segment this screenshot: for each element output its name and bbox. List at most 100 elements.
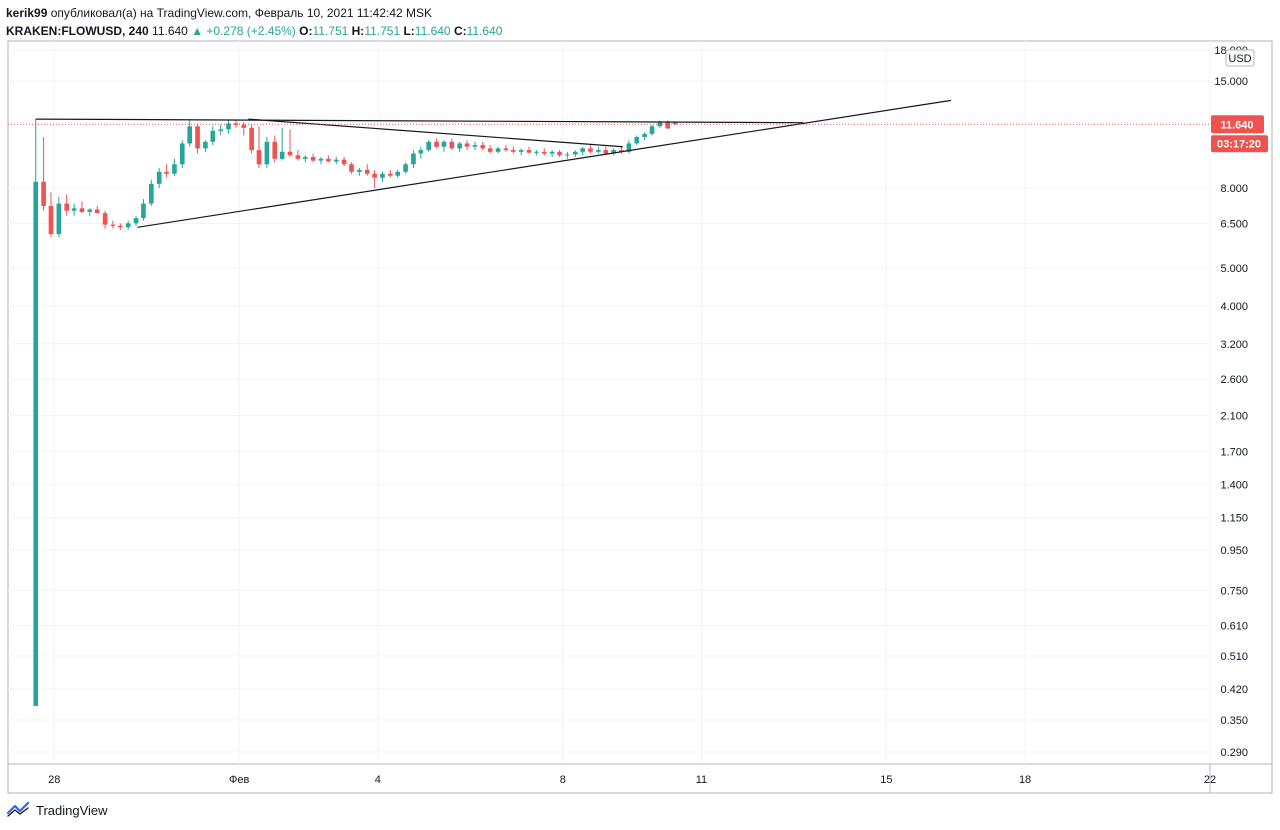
candle-body: [141, 203, 146, 219]
candle-body: [94, 209, 100, 214]
candle: [94, 205, 100, 214]
candle-body: [210, 130, 216, 142]
candle: [71, 203, 77, 216]
candle: [33, 119, 39, 706]
candle-body: [626, 143, 632, 152]
chart-frame: [7, 40, 1273, 794]
currency-label: USD: [1228, 53, 1251, 65]
descending-line: [248, 118, 623, 148]
candle: [380, 171, 385, 182]
candle-body: [218, 129, 223, 131]
candle-body: [287, 151, 293, 156]
candle: [526, 146, 532, 154]
candle: [333, 157, 339, 165]
candle: [619, 146, 624, 154]
x-tick-label: 15: [880, 774, 892, 786]
candle-body: [164, 171, 169, 174]
candle: [287, 129, 293, 158]
candle-body: [64, 203, 70, 211]
candle: [302, 155, 308, 163]
candle-body: [472, 145, 478, 147]
candle-body: [349, 164, 354, 172]
y-tick-label: 6.500: [1220, 218, 1248, 230]
candle: [588, 145, 593, 154]
candles: [33, 119, 678, 706]
candle-body: [372, 173, 377, 178]
candle-body: [395, 171, 401, 176]
publish-line: kerik99 опубликовал(а) на TradingView.co…: [6, 4, 502, 22]
candle: [372, 169, 377, 189]
candle: [295, 150, 301, 161]
candle-body: [642, 133, 647, 138]
x-tick-label: 22: [1204, 774, 1216, 786]
candle-body: [33, 181, 39, 706]
candle-body: [426, 141, 432, 151]
candle: [642, 132, 647, 141]
y-tick-label: 2.600: [1220, 374, 1248, 386]
candle-body: [611, 150, 616, 154]
candle-body: [557, 151, 562, 156]
author-name[interactable]: kerik99: [6, 6, 48, 20]
candle-body: [71, 208, 77, 211]
candle: [187, 120, 192, 147]
candle-body: [441, 141, 447, 147]
candle-body: [495, 148, 501, 152]
candle: [388, 169, 393, 178]
candle-body: [264, 141, 270, 165]
x-tick-label: Фев: [229, 774, 249, 786]
candle-body: [279, 151, 285, 159]
candle: [141, 198, 146, 221]
candle-body: [56, 203, 62, 235]
y-tick-label: 0.950: [1220, 545, 1248, 557]
candle-body: [256, 150, 262, 165]
x-tick-label: 18: [1019, 774, 1031, 786]
x-tick-label: 8: [560, 774, 566, 786]
y-tick-label: 3.200: [1220, 339, 1248, 351]
candle-body: [580, 148, 585, 152]
publish-info: опубликовал(а) на TradingView.com, Февра…: [50, 6, 433, 20]
candle: [357, 168, 362, 176]
resistance-line: [35, 118, 804, 124]
candle: [549, 150, 555, 158]
candle: [79, 201, 85, 214]
candle: [233, 120, 239, 128]
candle: [503, 145, 509, 152]
candle-body: [118, 225, 123, 228]
candle: [56, 196, 62, 237]
candle-body: [318, 158, 324, 161]
candle-body: [272, 141, 278, 159]
candle: [272, 135, 278, 163]
candle-body: [149, 183, 154, 204]
candle-body: [333, 159, 339, 162]
candle-body: [364, 169, 370, 174]
close-value: 11.640: [466, 24, 503, 38]
y-tick-label: 4.000: [1220, 301, 1248, 313]
candle: [326, 155, 331, 163]
candle-body: [449, 141, 455, 149]
last-price-label: 11.640: [1220, 119, 1253, 131]
candle-body: [672, 122, 678, 125]
candle-body: [380, 173, 385, 178]
candle: [441, 140, 447, 152]
x-tick-label: 4: [375, 774, 381, 786]
candle-body: [87, 209, 93, 212]
candle: [203, 140, 208, 152]
candle-body: [102, 213, 108, 225]
candle-body: [241, 124, 247, 128]
candle-body: [357, 169, 362, 172]
candle-body: [125, 223, 131, 228]
candle: [487, 145, 493, 154]
candle-body: [418, 150, 424, 154]
candle: [226, 120, 231, 134]
candle: [210, 126, 216, 146]
candle-body: [195, 126, 200, 149]
currency-box[interactable]: [1225, 49, 1255, 67]
footer-brand[interactable]: TradingView: [36, 802, 108, 818]
candle-body: [457, 143, 462, 149]
candle-body: [480, 145, 486, 149]
candle: [164, 164, 169, 178]
candle-body: [187, 126, 192, 144]
candle-body: [411, 153, 416, 165]
last-price-tag: [1211, 115, 1264, 134]
